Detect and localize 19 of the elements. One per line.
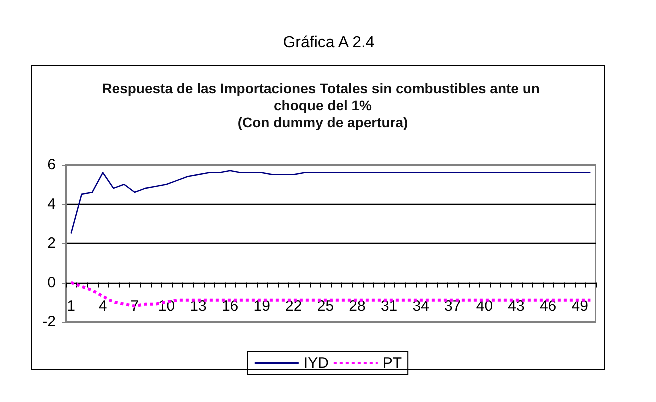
chart-title: Respuesta de las Importaciones Totales sin combustibles ante un choque del 1% — [102, 80, 544, 114]
y-tick-label: 2 — [48, 235, 56, 252]
x-tick-label: 13 — [190, 298, 207, 315]
x-tick-label: 40 — [476, 298, 494, 315]
text: Gráfica A 2.4 — [283, 34, 375, 52]
x-tick-label: 1 — [67, 298, 76, 315]
x-tick-label: 46 — [540, 298, 557, 315]
y-tick-label: 0 — [48, 274, 56, 292]
x-tick-label: 31 — [380, 298, 398, 315]
x-tick-label: 16 — [222, 298, 239, 315]
legend-label: IYD — [304, 355, 330, 372]
y-tick-label: 4 — [48, 196, 56, 213]
y-tick-label: -2 — [42, 314, 56, 330]
y-tick-label: 6 — [48, 156, 56, 174]
chart-subtitle: (Con dummy de apertura) — [238, 114, 408, 130]
legend-label: PT — [382, 355, 402, 372]
x-tick-label: 4 — [98, 298, 108, 315]
line-series — [70, 170, 592, 234]
x-tick-label: 43 — [508, 298, 525, 315]
